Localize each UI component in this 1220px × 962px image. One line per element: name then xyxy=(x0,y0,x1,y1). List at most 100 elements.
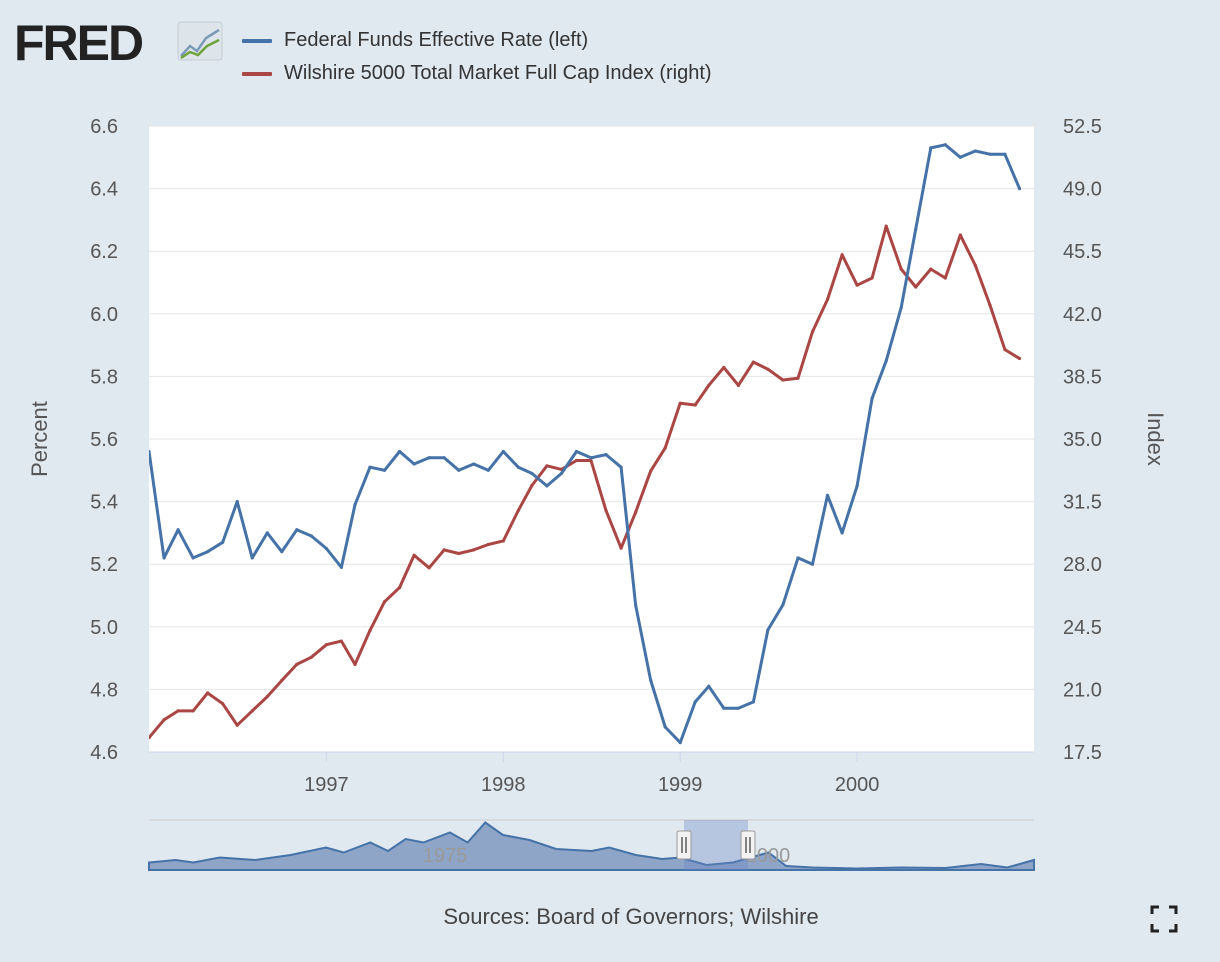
fullscreen-icon[interactable] xyxy=(1150,905,1178,933)
chart-legend: Federal Funds Effective Rate (left) Wils… xyxy=(242,24,712,90)
fed-funds-data-point xyxy=(855,484,859,488)
navigator-label: 1975 xyxy=(423,845,468,867)
wilshire-data-point xyxy=(943,276,947,280)
wilshire-data-point xyxy=(530,483,534,488)
fed-funds-data-point xyxy=(781,603,785,607)
navigator-handle[interactable] xyxy=(676,830,692,860)
fed-funds-data-point xyxy=(501,449,505,454)
wilshire-data-point xyxy=(382,600,387,604)
y-left-axis-title: Percent xyxy=(27,401,52,477)
y-right-tick-label: 35.0 xyxy=(1063,429,1102,451)
fed-funds-data-point xyxy=(707,684,711,688)
y-left-tick-label: 6.4 xyxy=(90,179,118,201)
wilshire-data-point xyxy=(149,736,151,740)
x-tick-label: 2000 xyxy=(835,774,880,796)
logo-chart-icon xyxy=(177,21,223,61)
wilshire-data-point xyxy=(781,378,785,382)
wilshire-data-point xyxy=(206,691,210,695)
wilshire-data-point xyxy=(840,253,844,257)
fed-funds-data-point xyxy=(176,528,180,532)
y-right-tick-label: 17.5 xyxy=(1063,742,1102,764)
legend-swatch-wilshire xyxy=(242,71,272,76)
y-right-axis-title: Index xyxy=(1143,412,1168,466)
fed-funds-data-point xyxy=(1017,187,1022,191)
navigator[interactable]: 1975 2000 xyxy=(148,819,1035,871)
wilshire-data-point xyxy=(235,723,239,727)
fed-funds-data-point xyxy=(472,462,476,466)
wilshire-data-point xyxy=(309,655,313,659)
fed-funds-data-point xyxy=(339,565,344,569)
fred-logo[interactable]: FRED xyxy=(14,15,234,73)
wilshire-data-point xyxy=(707,383,711,387)
wilshire-data-point xyxy=(162,718,166,722)
fed-funds-data-point xyxy=(766,628,770,632)
fed-funds-data-point xyxy=(958,155,962,159)
wilshire-data-point xyxy=(722,365,726,370)
navigator-handle[interactable] xyxy=(740,830,756,860)
fed-funds-data-point xyxy=(693,700,697,704)
wilshire-data-point xyxy=(427,566,431,570)
chart-canvas: 4.6 17.5 4.8 21.0 5.0 24.5 5.2 28.0 5.4 31.5 5.6 35… xyxy=(27,116,1168,871)
fed-funds-data-point xyxy=(604,453,608,457)
wilshire-data-point xyxy=(810,330,815,334)
fed-funds-data-point xyxy=(250,556,254,560)
fed-funds-data-point xyxy=(870,396,874,400)
y-right-tick-label: 52.5 xyxy=(1063,116,1102,138)
wilshire-data-point xyxy=(191,709,195,713)
fed-funds-data-point xyxy=(295,528,299,532)
logo-text: FRED xyxy=(14,16,143,68)
fed-funds-data-point xyxy=(221,540,225,544)
wilshire-data-point xyxy=(634,510,638,514)
fed-funds-data-point xyxy=(149,449,151,454)
y-right-tick-label: 28.0 xyxy=(1063,554,1102,576)
fed-funds-data-point xyxy=(191,556,195,560)
wilshire-data-point xyxy=(1003,347,1007,352)
fed-funds-data-point xyxy=(914,227,918,231)
wilshire-data-point xyxy=(958,233,962,237)
wilshire-data-point xyxy=(221,702,225,706)
fed-funds-data-point xyxy=(545,484,549,488)
legend-item-fed-funds[interactable]: Federal Funds Effective Rate (left) xyxy=(242,24,712,57)
wilshire-data-point xyxy=(501,539,505,543)
legend-swatch-fed-funds xyxy=(242,38,272,43)
fed-funds-data-point xyxy=(353,503,357,507)
legend-item-wilshire[interactable]: Wilshire 5000 Total Market Full Cap Inde… xyxy=(242,57,712,90)
y-left-tick-label: 5.6 xyxy=(90,429,118,451)
legend-label-fed-funds: Federal Funds Effective Rate (left) xyxy=(284,29,589,51)
wilshire-data-point xyxy=(397,585,402,590)
navigator-area xyxy=(148,821,1035,871)
fed-funds-data-point xyxy=(382,468,387,472)
fed-funds-data-point xyxy=(796,556,800,560)
wilshire-data-point xyxy=(516,508,520,513)
y-left-tick-label: 5.8 xyxy=(90,366,118,388)
legend-label-wilshire: Wilshire 5000 Total Market Full Cap Inde… xyxy=(284,62,712,84)
fed-funds-data-point xyxy=(559,471,564,476)
wilshire-data-point xyxy=(736,383,740,387)
navigator-selection xyxy=(684,820,748,870)
fed-funds-data-point xyxy=(943,143,947,147)
fed-funds-data-point xyxy=(530,471,534,476)
y-left-tick-label: 5.0 xyxy=(90,617,118,639)
wilshire-data-point xyxy=(368,628,372,632)
wilshire-data-point xyxy=(825,297,830,302)
fed-funds-data-point xyxy=(663,725,667,729)
wilshire-data-point xyxy=(280,678,284,683)
wilshire-data-point xyxy=(796,376,800,380)
fed-funds-data-point xyxy=(412,462,416,466)
y-right-tick-label: 24.5 xyxy=(1063,617,1102,639)
y-right-tick-label: 42.0 xyxy=(1063,304,1102,326)
x-tick-label: 1998 xyxy=(481,774,526,796)
fed-funds-data-point xyxy=(649,678,653,682)
wilshire-data-point xyxy=(855,283,859,287)
fed-funds-data-point xyxy=(280,550,284,554)
series-line-wilshire xyxy=(149,224,1021,739)
fed-funds-data-point xyxy=(751,700,755,704)
y-right-tick-label: 49.0 xyxy=(1063,179,1102,201)
fed-funds-data-point xyxy=(368,465,372,469)
fed-funds-data-point xyxy=(1003,152,1007,156)
fed-funds-data-point xyxy=(634,603,638,607)
fed-funds-data-point xyxy=(899,305,903,310)
wilshire-data-point xyxy=(619,546,623,550)
fed-funds-data-point xyxy=(309,534,313,538)
fed-funds-data-point xyxy=(973,149,977,153)
